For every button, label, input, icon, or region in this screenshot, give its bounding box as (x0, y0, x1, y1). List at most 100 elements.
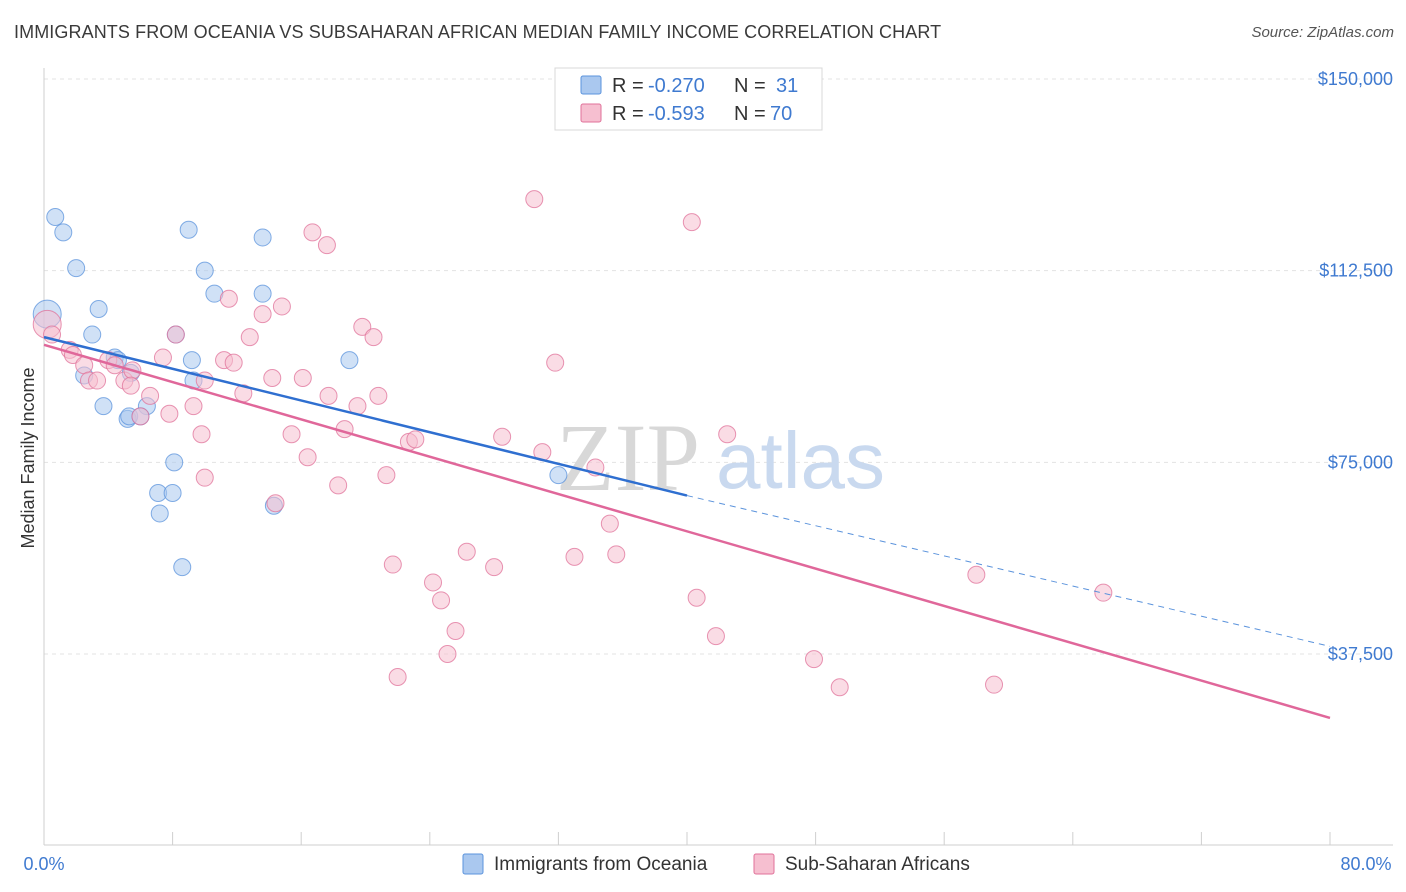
y-tick-label: $37,500 (1328, 644, 1393, 664)
oceania-point (549, 466, 568, 485)
stats-legend: R = -0.270 N = 31 R = -0.593 N = 70 (554, 67, 823, 131)
subsaharan-point (240, 328, 259, 347)
oceania-trend-extension (686, 495, 1331, 647)
subsaharan-point (687, 588, 706, 607)
subsaharan-point (219, 289, 238, 308)
subsaharan-point (525, 190, 544, 209)
subsaharan-point (303, 223, 322, 242)
oceania-point (253, 228, 272, 247)
subsaharan-point (600, 514, 619, 533)
legend-r-value-1: -0.270 (648, 75, 705, 97)
subsaharan-trend-line (43, 343, 1331, 720)
subsaharan-point (317, 236, 336, 255)
y-axis-label: Median Family Income (18, 367, 38, 548)
trend-lines (43, 335, 1331, 720)
subsaharan-point (830, 678, 849, 697)
series-legend-swatch-oceania (462, 853, 484, 875)
subsaharan-point (406, 430, 425, 449)
oceania-point (163, 484, 182, 502)
oceania-point (54, 223, 73, 242)
subsaharan-point (388, 668, 407, 686)
series-legend-swatch-subsaharan (753, 853, 775, 875)
subsaharan-point (160, 404, 179, 423)
legend-n-label-1: N = (734, 75, 766, 97)
legend-r-label-2: R = (612, 103, 644, 125)
legend-r-value-2: -0.593 (648, 103, 705, 125)
oceania-point (150, 504, 169, 523)
subsaharan-point (263, 369, 282, 387)
subsaharan-point (131, 407, 150, 426)
subsaharan-point (253, 305, 272, 324)
subsaharan-point (364, 328, 383, 347)
subsaharan-point (329, 476, 348, 495)
legend-swatch-oceania (580, 75, 602, 95)
subsaharan-point (166, 325, 185, 344)
watermark: ZIP atlas (556, 404, 885, 511)
oceania-point (253, 284, 272, 303)
subsaharan-point (706, 627, 725, 646)
y-tick-label: $112,500 (1319, 261, 1393, 281)
oceania-point (46, 208, 65, 226)
subsaharan-point (195, 468, 214, 487)
series-legend-label-oceania: Immigrants from Oceania (494, 854, 708, 875)
axes (43, 68, 1393, 846)
y-tick-labels: $150,000 $112,500 $75,000 $37,500 (1318, 69, 1393, 664)
subsaharan-point (282, 425, 301, 444)
subsaharan-point (493, 427, 512, 446)
oceania-point (165, 453, 184, 472)
watermark-zip: ZIP (556, 404, 700, 511)
subsaharan-point (985, 675, 1004, 694)
subsaharan-point (546, 353, 565, 372)
legend-n-value-2: 70 (770, 103, 792, 125)
subsaharan-point (224, 353, 243, 372)
subsaharan-point (485, 558, 504, 577)
subsaharan-point (153, 348, 172, 367)
subsaharan-point (377, 466, 396, 485)
subsaharan-point (1094, 583, 1113, 602)
legend-n-label-2: N = (734, 103, 766, 125)
subsaharan-point (192, 425, 211, 444)
subsaharan-point (446, 622, 465, 640)
y-tick-label: $150,000 (1318, 69, 1393, 89)
legend-r-label-1: R = (612, 75, 644, 97)
subsaharan-point (353, 317, 372, 336)
grid-lines (44, 78, 1393, 655)
series-legend: Immigrants from Oceania Sub-Saharan Afri… (462, 853, 970, 875)
oceania-point (182, 351, 201, 370)
oceania-point (340, 351, 359, 370)
subsaharan-point (682, 213, 701, 232)
subsaharan-point (184, 397, 203, 416)
y-tick-label: $75,000 (1328, 452, 1393, 472)
x-tick-marks (43, 832, 1331, 845)
subsaharan-point (607, 545, 626, 564)
subsaharan-point (424, 573, 443, 592)
subsaharan-point (272, 297, 291, 316)
oceania-point (195, 261, 214, 280)
oceania-point (89, 300, 108, 318)
subsaharan-point (457, 542, 476, 561)
series-legend-label-subsaharan: Sub-Saharan Africans (785, 854, 970, 875)
oceania-point (179, 220, 198, 239)
source-label: Source: ZipAtlas.com (1251, 24, 1394, 41)
oceania-point (67, 259, 86, 278)
subsaharan-point (718, 425, 737, 444)
subsaharan-point (121, 376, 140, 395)
subsaharan-point (266, 494, 285, 513)
legend-swatch-subsaharan (580, 103, 602, 123)
subsaharan-point (141, 386, 160, 405)
subsaharan-point (804, 650, 823, 669)
x-tick-label-max: 80.0% (1340, 854, 1391, 874)
oceania-point (94, 397, 113, 416)
subsaharan-point (298, 448, 317, 467)
oceania-trend-line (43, 335, 688, 497)
legend-n-value-1: 31 (776, 75, 798, 97)
watermark-atlas: atlas (716, 416, 885, 505)
subsaharan-point (383, 555, 402, 574)
chart-title: IMMIGRANTS FROM OCEANIA VS SUBSAHARAN AF… (14, 22, 942, 42)
subsaharan-point (293, 369, 312, 387)
x-tick-label-min: 0.0% (23, 854, 64, 874)
subsaharan-point (565, 547, 584, 566)
subsaharan-point (438, 645, 457, 663)
subsaharan-point (369, 386, 388, 405)
